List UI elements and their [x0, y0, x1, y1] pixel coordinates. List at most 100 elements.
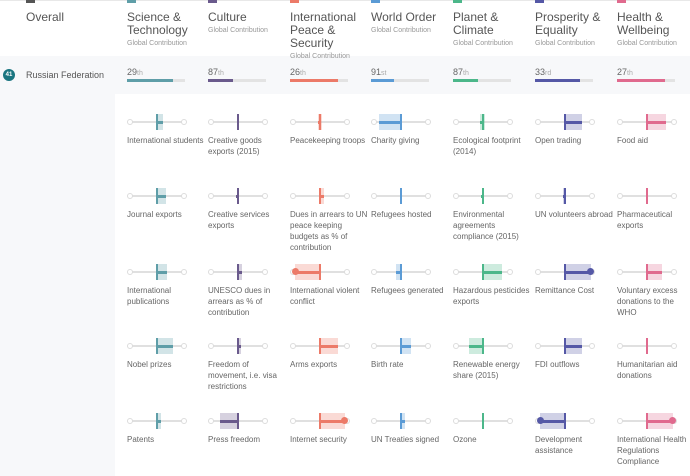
range-endpoint-circle — [453, 343, 459, 349]
range-endpoint-circle — [344, 119, 350, 125]
indicator-item[interactable]: Ecological footprint (2014) — [453, 114, 521, 157]
indicator-item[interactable]: Arms exports — [290, 338, 350, 370]
indicator-item[interactable]: Patents — [127, 413, 187, 445]
median-marker — [646, 114, 648, 130]
indicator-range-chart — [290, 114, 350, 130]
indicator-item[interactable]: Humanitarian aid donations — [617, 338, 677, 381]
indicator-item[interactable]: Journal exports — [127, 188, 187, 220]
column-header-1[interactable]: Culture Global Contribution — [208, 0, 280, 34]
indicator-item[interactable]: FDI outflows — [535, 338, 595, 370]
indicator-item[interactable]: Open trading — [535, 114, 595, 146]
column-header-5[interactable]: Prosperity & Equality Global Contribution — [535, 0, 607, 47]
indicator-label: International violent conflict — [290, 286, 360, 306]
median-marker — [646, 413, 648, 429]
median-marker — [564, 413, 566, 429]
indicator-range-chart — [127, 338, 187, 354]
indicator-item[interactable]: UN volunteers abroad — [535, 188, 613, 220]
indicator-range-chart — [453, 188, 513, 204]
rank-progress-bar — [453, 79, 511, 82]
indicator-range-chart — [371, 188, 431, 204]
indicator-item[interactable]: UNESCO dues in arrears as % of contribut… — [208, 264, 270, 318]
column-header-4[interactable]: Planet & Climate Global Contribution — [453, 0, 525, 47]
range-endpoint-circle — [425, 269, 431, 275]
indicator-item[interactable]: International violent conflict — [290, 264, 359, 307]
range-endpoint-circle — [262, 343, 268, 349]
range-value-bar — [318, 121, 320, 124]
category-rank: 29th — [127, 67, 143, 77]
indicator-item[interactable]: Renewable energy share (2015) — [453, 338, 520, 381]
indicator-label: Charity giving — [371, 136, 420, 145]
range-endpoint-circle — [617, 418, 623, 424]
rank-progress-fill — [371, 79, 395, 82]
median-marker — [319, 114, 321, 130]
indicator-item[interactable]: Nobel prizes — [127, 338, 187, 370]
indicator-item[interactable]: Remittance Cost — [535, 264, 595, 296]
indicator-item[interactable]: Press freedom — [208, 413, 268, 445]
indicator-label: Creative services exports — [208, 210, 270, 230]
median-marker — [482, 338, 484, 354]
indicator-label: Pharmaceutical exports — [617, 210, 673, 230]
rank-suffix: th — [137, 70, 143, 77]
indicator-label: UN Treaties signed — [371, 435, 440, 444]
indicator-item[interactable]: Voluntary excess donations to the WHO — [617, 264, 677, 318]
indicator-item[interactable]: Refugees generated — [371, 264, 444, 296]
indicator-range-chart — [290, 338, 350, 354]
median-marker — [482, 413, 484, 429]
indicator-item[interactable]: Ozone — [453, 413, 513, 445]
indicator-item[interactable]: Food aid — [617, 114, 677, 146]
indicator-range-chart — [371, 413, 431, 429]
range-endpoint-circle — [127, 193, 133, 199]
indicator-label: Renewable energy share (2015) — [453, 360, 520, 380]
median-marker — [564, 264, 566, 280]
indicator-item[interactable]: Birth rate — [371, 338, 431, 370]
indicator-item[interactable]: Freedom of movement, i.e. visa restricti… — [208, 338, 277, 392]
column-subtitle: Global Contribution — [453, 40, 513, 47]
range-endpoint-circle — [617, 343, 623, 349]
indicator-item[interactable]: International students — [127, 114, 204, 146]
rank-progress-fill — [127, 79, 174, 82]
indicator-label: Ozone — [453, 435, 477, 444]
range-value-bar — [647, 420, 673, 423]
indicator-item[interactable]: Internet security — [290, 413, 350, 445]
indicator-item[interactable]: Hazardous pesticides exports — [453, 264, 529, 307]
indicator-item[interactable]: Charity giving — [371, 114, 431, 146]
column-header-2[interactable]: International Peace & Security Global Con… — [290, 0, 362, 60]
median-marker — [564, 114, 566, 130]
column-header-6[interactable]: Health & Wellbeing Global Contribution — [617, 0, 689, 47]
column-title: Culture — [208, 10, 247, 24]
range-value-bar — [236, 195, 238, 198]
rank-suffix: th — [218, 70, 224, 77]
indicator-range-chart — [617, 413, 677, 429]
country-name[interactable]: Russian Federation — [26, 70, 105, 80]
range-endpoint-circle — [507, 119, 513, 125]
column-header-overall[interactable]: Overall — [26, 0, 64, 24]
indicator-item[interactable]: Pharmaceutical exports — [617, 188, 677, 231]
indicator-item[interactable]: Peacekeeping troops — [290, 114, 365, 146]
range-endpoint-circle — [371, 193, 377, 199]
range-endpoint-circle — [671, 343, 677, 349]
indicator-item[interactable]: International publications — [127, 264, 187, 307]
column-header-3[interactable]: World Order Global Contribution — [371, 0, 443, 34]
indicator-item[interactable]: Creative goods exports (2015) — [208, 114, 268, 157]
indicator-range-chart — [127, 114, 187, 130]
column-header-0[interactable]: Science & Technology Global Contribution — [127, 0, 199, 47]
indicator-range-chart — [290, 264, 350, 280]
indicator-item[interactable]: Environmental agreements compliance (201… — [453, 188, 519, 242]
indicator-item[interactable]: Development assistance — [535, 413, 595, 456]
indicator-item[interactable]: International Health Regulations Complia… — [617, 413, 686, 467]
rank-progress-fill — [208, 79, 233, 82]
indicator-item[interactable]: UN Treaties signed — [371, 413, 439, 445]
range-endpoint-circle — [344, 193, 350, 199]
range-endpoint-circle — [371, 119, 377, 125]
indicator-range-chart — [290, 188, 350, 204]
range-endpoint-circle — [290, 343, 296, 349]
indicator-item[interactable]: Creative services exports — [208, 188, 269, 231]
range-endpoint-circle — [617, 193, 623, 199]
indicator-item[interactable]: Refugees hosted — [371, 188, 432, 220]
indicator-label: Internet security — [290, 435, 347, 444]
median-marker — [237, 114, 239, 130]
range-value-bar — [540, 420, 565, 423]
range-value-bar — [562, 195, 565, 198]
indicator-item[interactable]: Dues in arrears to UN peace keeping budg… — [290, 188, 367, 253]
indicator-label: Press freedom — [208, 435, 261, 444]
